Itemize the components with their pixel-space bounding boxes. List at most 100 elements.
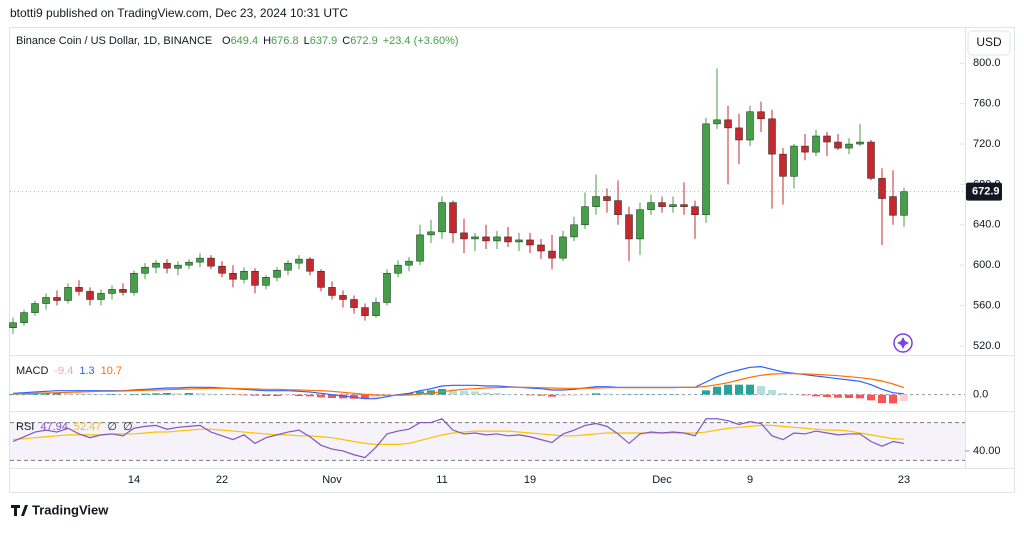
legend-value: ∅ [107,421,117,433]
histogram-bar [295,395,303,396]
histogram-bar [251,395,259,396]
histogram-bar [317,395,325,398]
x-tick-label: 22 [216,474,228,486]
legend-label: H [263,35,271,47]
histogram-bar [735,385,743,395]
candle-body [109,289,116,293]
candle-body [802,146,809,152]
candle-body [868,142,875,178]
candle-body [197,258,204,262]
candle-body [890,197,897,216]
histogram-bar [471,391,479,394]
histogram-bar [779,393,787,395]
candle-body [87,291,94,299]
legend-value: 672.9 [350,35,378,47]
histogram-bar [526,395,534,396]
legend-value: MACD [16,365,48,377]
histogram-bar [240,395,248,396]
candle-body [736,128,743,140]
histogram-bar [196,393,204,394]
candle-body [65,287,72,300]
candle-body [428,232,435,235]
x-tick-label: 14 [128,474,140,486]
candle-body [76,287,83,291]
histogram-bar [702,390,710,394]
legend-value: 47.94 [40,421,68,433]
y-tick-label: 760.0 [973,98,1001,110]
histogram-bar [823,395,831,397]
candle-body [758,112,765,119]
x-tick-label: 19 [524,474,536,486]
brand: TradingView [11,502,109,517]
candle-body [626,215,633,239]
legend-value: 676.8 [271,35,299,47]
candle-body [780,154,787,176]
histogram-bar [207,394,215,395]
histogram-bar [724,385,732,395]
candle-body [21,313,28,323]
currency[interactable]: USD [976,35,1002,49]
histogram-bar [900,395,908,401]
candle-body [538,245,545,251]
candle-body [670,205,677,207]
y-tick-label: 0.0 [973,389,988,401]
histogram-bar [757,386,765,395]
legend-change: +23.4 (+3.60%) [383,35,459,47]
candle-body [637,210,644,239]
candle-body [527,240,534,245]
histogram-bar [856,395,864,399]
legend-value: RSI [16,421,34,433]
histogram-bar [174,393,182,394]
histogram-bar [460,391,468,395]
histogram-bar [152,393,160,394]
brand-name: TradingView [32,502,109,517]
candle-body [417,235,424,261]
candle-body [879,178,886,198]
histogram-bar [97,394,105,395]
candle-body [373,303,380,316]
candle-body [175,265,182,268]
x-tick-label: Nov [322,474,342,486]
candle-body [681,205,688,207]
histogram-bar [878,395,886,403]
candle-body [252,271,259,285]
histogram-bar [537,395,545,396]
histogram-bar [185,393,193,395]
candle-body [230,273,237,279]
candle-body [549,251,556,258]
candle-body [769,119,776,154]
candle-body [494,237,501,241]
candle-body [813,136,820,152]
candle-body [560,237,567,258]
candle-body [692,207,699,215]
histogram-bar [262,395,270,396]
legend-value: 10.7 [101,365,122,377]
candle-body [714,120,721,124]
candle-body [98,293,105,299]
candle-body [285,263,292,270]
histogram-bar [592,393,600,394]
candle-body [648,203,655,210]
y-tick-label: 640.0 [973,219,1001,231]
candle-body [241,271,248,279]
candle-body [164,263,171,268]
candle-body [274,270,281,277]
histogram-bar [273,395,281,396]
candle-body [483,237,490,241]
symbol-title: Binance Coin / US Dollar, 1D, BINANCE [16,35,212,47]
event-icon-star [897,337,909,349]
x-tick-label: 23 [898,474,910,486]
histogram-bar [603,394,611,395]
legend-value: 637.9 [310,35,338,47]
candle-body [395,265,402,273]
histogram-bar [559,395,567,397]
y-tick-label: 40.00 [973,445,1001,457]
candle-body [153,263,160,267]
candle-body [791,146,798,176]
candle-body [263,277,270,285]
candle-body [131,273,138,292]
candle-body [450,203,457,233]
candle-body [835,142,842,148]
